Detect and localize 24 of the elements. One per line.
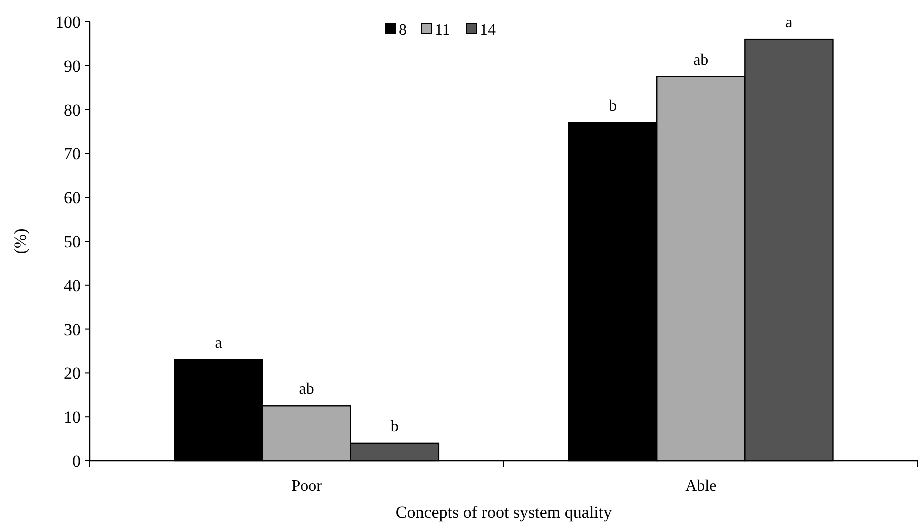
y-tick-label: 80 [64,100,81,120]
data-label: a [786,14,793,32]
y-tick-label: 100 [56,12,81,32]
legend-label: 14 [480,22,496,39]
x-tick-label: Poor [292,478,323,495]
data-label: b [390,418,399,436]
x-tick-label: Able [686,478,717,495]
y-tick-label: 0 [72,452,81,471]
y-tick-label: 60 [64,188,81,208]
y-axis-title: (%) [11,228,30,254]
data-label: ab [299,381,314,398]
data-label: a [215,335,222,352]
x-axis-title: Concepts of root system quality [396,503,613,522]
y-tick-label: 50 [64,232,81,252]
y-tick-label: 20 [64,364,81,384]
y-tick-label: 40 [64,276,81,296]
y-tick-label: 70 [64,144,81,164]
y-tick-label: 10 [64,408,81,428]
y-tick-label: 90 [64,56,81,76]
data-label: ab [694,52,709,69]
data-label: b [609,98,618,115]
y-tick-label: 30 [64,320,81,340]
legend-label: 11 [435,22,450,39]
legend-label: 8 [399,22,407,39]
